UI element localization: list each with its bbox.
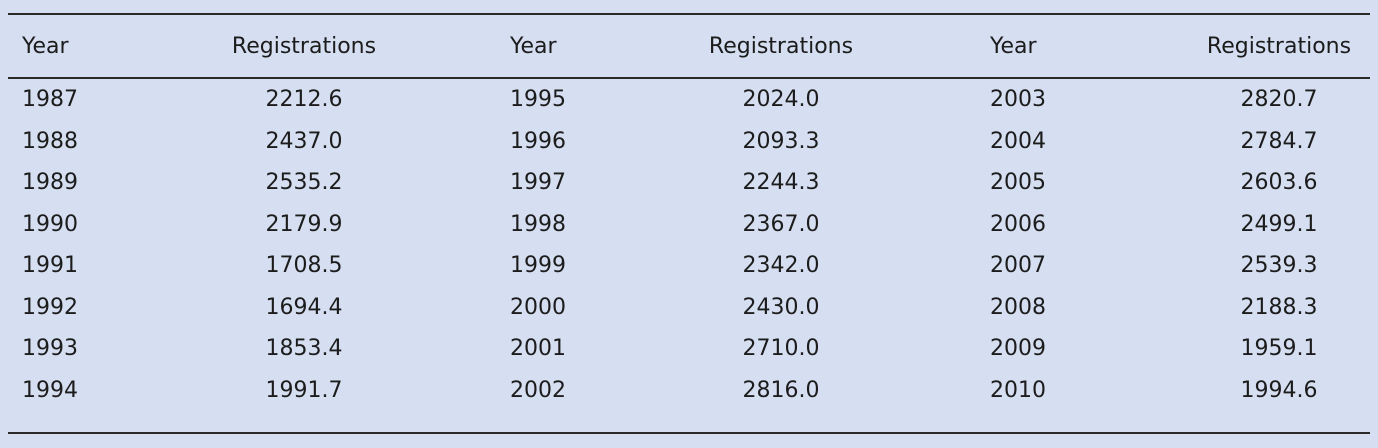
registrations-cell: 2603.6	[1240, 170, 1318, 195]
year-cell: 2009	[990, 336, 1046, 361]
top-rule	[8, 13, 1370, 15]
registrations-cell: 2535.2	[265, 170, 343, 195]
registrations-cell: 2212.6	[265, 87, 343, 112]
registrations-cell: 1991.7	[265, 377, 343, 403]
header-cell: Registrations	[708, 34, 854, 59]
year-cell: 1988	[22, 128, 78, 154]
header-cell: Year	[22, 34, 69, 59]
year-cell: 1987	[22, 87, 78, 112]
registrations-cell: 2244.3	[742, 170, 820, 195]
registrations-cell: 2342.0	[742, 253, 820, 278]
registrations-cell: 2430.0	[742, 294, 820, 320]
registrations-cell: 2710.0	[742, 336, 820, 361]
year-cell: 2003	[990, 87, 1046, 112]
year-cell: 1996	[510, 128, 566, 154]
registrations-cell: 2539.3	[1240, 253, 1318, 278]
registrations-cell: 2188.3	[1240, 294, 1318, 320]
year-cell: 2001	[510, 336, 566, 361]
registrations-cell: 2820.7	[1240, 87, 1318, 112]
registrations-cell: 2093.3	[742, 128, 820, 154]
year-cell: 1992	[22, 294, 78, 320]
registrations-cell: 2367.0	[742, 211, 820, 237]
year-cell: 1991	[22, 253, 78, 278]
header-cell: Registrations	[231, 34, 377, 59]
registrations-cell: 1853.4	[265, 336, 343, 361]
year-cell: 2007	[990, 253, 1046, 278]
year-cell: 1989	[22, 170, 78, 195]
year-cell: 1994	[22, 377, 78, 403]
header-cell: Registrations	[1206, 34, 1352, 59]
year-cell: 1993	[22, 336, 78, 361]
year-cell: 1999	[510, 253, 566, 278]
year-cell: 2002	[510, 377, 566, 403]
year-cell: 1998	[510, 211, 566, 237]
year-cell: 1995	[510, 87, 566, 112]
year-cell: 2000	[510, 294, 566, 320]
year-cell: 2008	[990, 294, 1046, 320]
bottom-rule	[8, 432, 1370, 434]
header-cell: Year	[990, 34, 1037, 59]
registrations-cell: 2816.0	[742, 377, 820, 403]
registrations-cell: 2179.9	[265, 211, 343, 237]
registrations-cell: 2784.7	[1240, 128, 1318, 154]
registrations-cell: 1694.4	[265, 294, 343, 320]
year-cell: 2006	[990, 211, 1046, 237]
year-cell: 2004	[990, 128, 1046, 154]
year-cell: 1997	[510, 170, 566, 195]
registrations-cell: 2499.1	[1240, 211, 1318, 237]
year-cell: 1990	[22, 211, 78, 237]
registrations-cell: 2437.0	[265, 128, 343, 154]
year-cell: 2005	[990, 170, 1046, 195]
header-rule	[8, 77, 1370, 79]
registrations-cell: 1994.6	[1240, 377, 1318, 403]
header-cell: Year	[510, 34, 557, 59]
registrations-cell: 1959.1	[1240, 336, 1318, 361]
year-cell: 2010	[990, 377, 1046, 403]
registrations-cell: 2024.0	[742, 87, 820, 112]
registrations-cell: 1708.5	[265, 253, 343, 278]
